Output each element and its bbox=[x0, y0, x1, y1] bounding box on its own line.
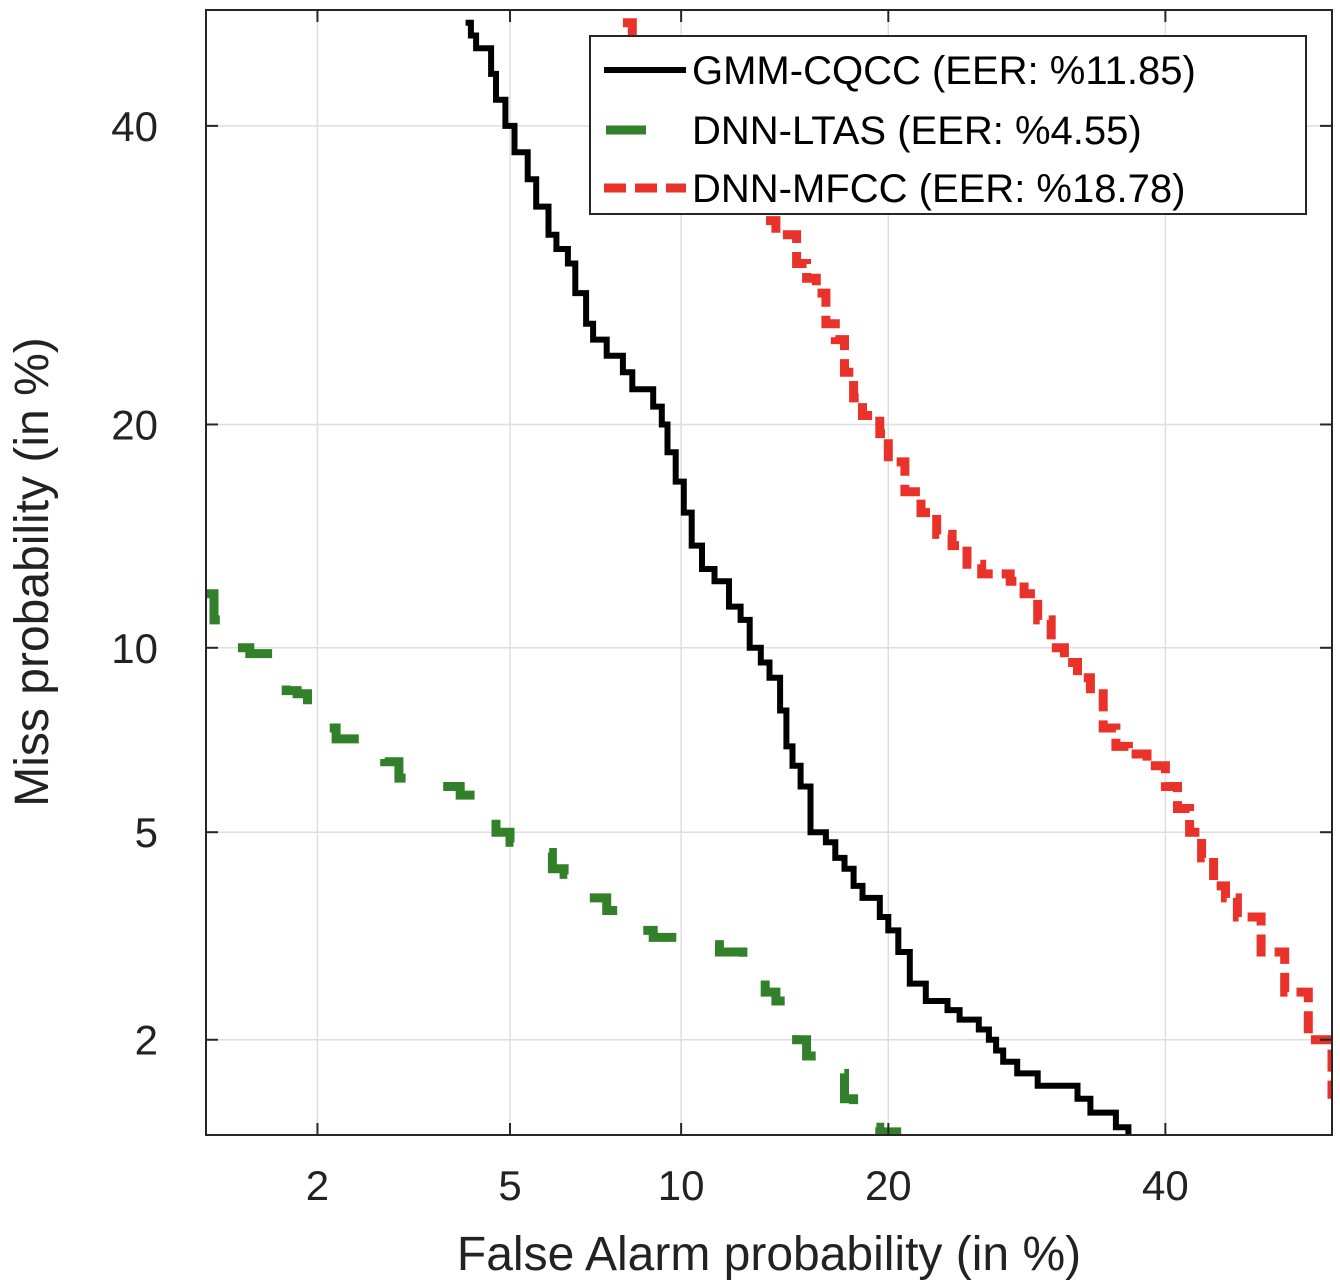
series-line-gmm-cqcc bbox=[465, 19, 1132, 1135]
y-tick-label: 5 bbox=[135, 809, 158, 856]
x-tick-label: 2 bbox=[306, 1162, 329, 1209]
series-line-dnn-ltas bbox=[206, 589, 902, 1135]
y-axis-title: Miss probability (in %) bbox=[6, 337, 59, 806]
axis-ticks bbox=[206, 10, 1332, 1135]
y-tick-label: 40 bbox=[111, 103, 158, 150]
y-tick-label: 2 bbox=[135, 1017, 158, 1064]
y-tick-label: 20 bbox=[111, 401, 158, 448]
plot-frame bbox=[205, 9, 1333, 1136]
legend-box bbox=[589, 35, 1307, 215]
x-tick-label: 40 bbox=[1142, 1162, 1189, 1209]
x-tick-labels: 2 5 10 20 40 bbox=[306, 1162, 1189, 1209]
legend-entries: GMM-CQCC (EER: %11.85) DNN-LTAS (EER: %4.… bbox=[604, 49, 1196, 211]
legend: GMM-CQCC (EER: %11.85) DNN-LTAS (EER: %4.… bbox=[589, 35, 1307, 215]
x-tick-label: 10 bbox=[658, 1162, 705, 1209]
y-tick-labels: 2 5 10 20 40 bbox=[111, 103, 158, 1064]
legend-label-dnn-mfcc: DNN-MFCC (EER: %18.78) bbox=[692, 167, 1185, 211]
y-tick-label: 10 bbox=[111, 625, 158, 672]
x-axis-title: False Alarm probability (in %) bbox=[457, 1228, 1081, 1281]
x-tick-label: 20 bbox=[865, 1162, 912, 1209]
legend-label-dnn-ltas: DNN-LTAS (EER: %4.55) bbox=[692, 109, 1142, 153]
legend-label-gmm-cqcc: GMM-CQCC (EER: %11.85) bbox=[692, 49, 1196, 93]
x-tick-label: 5 bbox=[498, 1162, 521, 1209]
